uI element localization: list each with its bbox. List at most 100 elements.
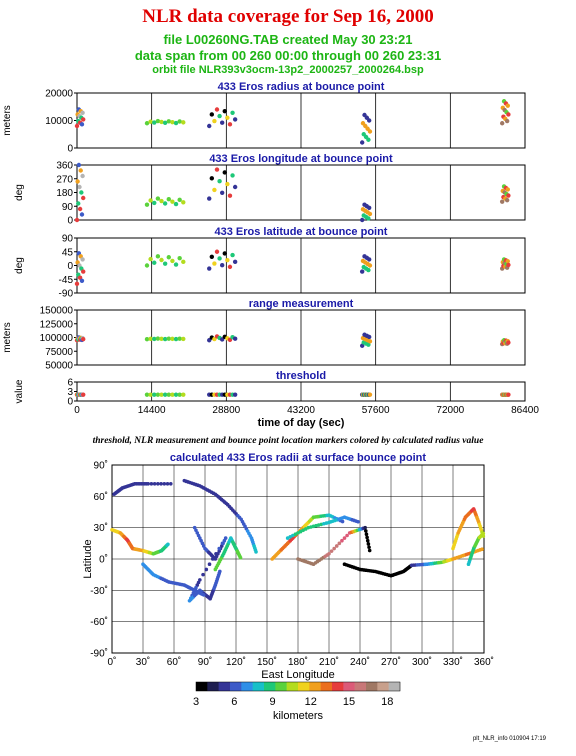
data-point [79,278,85,283]
subtitle-span: data span from 00 260 00:00 through 00 2… [134,48,442,63]
y-tick-label: 360 [56,161,73,172]
track-point [207,562,212,567]
map-x-tick-label: 180˚ [288,656,308,668]
track-point [152,482,157,486]
x-tick-label: 0 [74,405,80,416]
track-point [162,482,167,486]
map-x-tick-label: 120˚ [226,656,246,668]
data-point [148,336,153,341]
data-point [81,392,86,397]
data-point [504,197,510,203]
track-point [367,545,371,550]
data-point [170,199,175,204]
footer-stamp: plt_NLR_info 010904 17:19 [472,736,546,742]
data-point [74,281,80,287]
x-tick-label: 86400 [511,405,539,416]
page-title: NLR data coverage for Sep 16, 2000 [142,6,434,27]
data-point [230,110,235,116]
data-point [214,249,220,254]
data-point [77,184,82,190]
data-point [173,336,179,342]
data-point [177,119,182,124]
data-point [222,251,227,256]
data-point [170,258,175,264]
track-point [340,538,344,543]
data-point [366,216,371,221]
data-point [159,198,164,204]
data-point [79,122,85,127]
data-point [80,257,85,262]
colorbar-swatch [388,682,401,691]
data-point [227,122,233,127]
data-point [222,108,227,114]
map-x-tick-label: 330˚ [443,656,463,668]
data-point [159,336,164,342]
track-point [217,546,222,551]
map-x-axis-label: East Longitude [261,669,334,681]
data-point [144,121,150,126]
track-point [356,519,360,524]
track-point [165,482,170,486]
y-axis-label: deg [14,257,25,274]
data-point [367,129,373,134]
track-point [204,567,209,572]
track-point [481,531,486,536]
panel-title: 433 Eros latitude at bounce point [215,226,388,238]
data-point [366,137,371,142]
colorbar-tick-label: 18 [381,696,393,708]
y-tick-label: 45 [62,247,74,258]
data-point [505,103,510,108]
data-point [75,179,80,184]
track-point [364,532,369,536]
track-point [159,482,163,486]
x-tick-label: 43200 [287,405,315,416]
data-point [222,170,227,175]
data-point [177,336,182,341]
data-point [144,336,150,342]
y-tick-label: 0 [67,216,73,227]
data-point [181,336,186,342]
data-point [232,117,238,122]
data-point [212,187,217,193]
data-point [504,118,510,124]
y-tick-label: 125000 [40,319,74,330]
data-point [181,259,186,265]
data-point [212,261,217,266]
data-point [79,212,85,217]
data-point [505,259,510,264]
data-point [366,267,371,273]
data-point [81,195,86,201]
data-point [177,255,182,261]
data-point [152,120,157,125]
subtitle-file: file L00260NG.TAB created May 30 23:21 [163,32,413,47]
track-point [168,482,173,486]
data-point [207,196,212,201]
data-point [155,254,161,259]
map-y-tick-label: -90˚ [90,648,108,660]
x-tick-label: 14400 [138,405,166,416]
map-x-tick-label: 210˚ [319,656,339,668]
data-point [162,120,168,126]
data-point [148,392,153,397]
colorbar-tick-label: 15 [343,696,355,708]
data-point [166,392,171,397]
track-point [223,536,228,540]
data-point [78,168,83,173]
y-tick-label: -90 [59,289,74,300]
data-point [499,121,505,126]
map-x-tick-label: 30˚ [136,656,150,668]
data-point [225,181,230,187]
data-point [74,123,80,129]
data-point [155,196,161,201]
data-point [367,263,373,268]
data-point [152,392,157,397]
map-y-tick-label: 60˚ [94,491,108,503]
data-point [367,339,373,344]
track-point [337,541,342,546]
y-tick-label: 50000 [45,361,73,372]
data-point [181,120,186,125]
track-point [201,572,205,577]
map-x-tick-label: 240˚ [350,656,370,668]
data-point [173,120,179,126]
data-point [152,336,157,342]
